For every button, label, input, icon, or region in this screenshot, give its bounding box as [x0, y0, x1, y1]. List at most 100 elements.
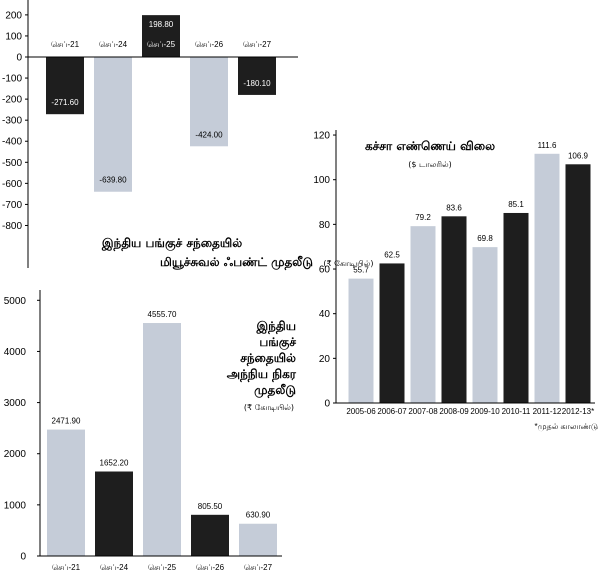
- oil-category-label: 2007-08: [408, 407, 438, 416]
- oil-category-label: 2011-12: [533, 407, 562, 416]
- fii-category-label: செப்-24: [100, 563, 129, 572]
- oil-bar: [348, 278, 374, 403]
- fii-y-tick-label: 3000: [4, 398, 27, 409]
- oil-bar: [503, 212, 529, 403]
- oil-value-label: 83.6: [446, 203, 462, 212]
- fii-y-tick-label: 1000: [4, 500, 27, 511]
- fii-title-line-2: பங்குச்: [259, 335, 296, 350]
- fii-bar: [191, 514, 229, 556]
- oil-bar: [472, 247, 498, 403]
- fii-category-labels: செப்-21 செப்-24 செப்-25 செப்-26 செப்-27: [52, 563, 273, 572]
- mf-title-line-2-text: மியூச்சுவல் ஃபண்ட் முதலீடு: [160, 255, 313, 270]
- mf-y-tick-label: -700: [2, 200, 22, 211]
- fii-value-label: 630.90: [246, 511, 271, 520]
- mf-bar: [46, 57, 84, 115]
- mf-title-line-2: மியூச்சுவல் ஃபண்ட் முதலீடு (₹ கோடியில்): [160, 253, 374, 270]
- mf-category-label: செப்-26: [195, 40, 224, 49]
- fii-y-ticks: 0 1000 2000 3000 4000 5000: [4, 296, 40, 563]
- oil-value-label: 111.6: [538, 141, 557, 150]
- mf-category-labels: செப்-21 செப்-24 செப்-25 செப்-26 செப்-27: [51, 40, 272, 49]
- oil-title: கச்சா எண்ணெய் விலை: [365, 139, 495, 153]
- mf-y-tick-label: -400: [2, 137, 22, 148]
- oil-category-label: 2009-10: [470, 407, 500, 416]
- mf-bar: [142, 15, 180, 57]
- fii-category-label: செப்-21: [52, 563, 81, 572]
- fii-unit: (₹ கோடியில்): [244, 403, 294, 412]
- mf-value-label: -271.60: [51, 98, 79, 107]
- oil-value-label: 85.1: [508, 200, 524, 209]
- oil-category-label: 2012-13*: [562, 407, 594, 416]
- fii-title-line-5: முதலீடு: [254, 383, 296, 398]
- mf-y-tick-label: -100: [2, 74, 22, 85]
- mf-category-label: செப்-24: [99, 40, 128, 49]
- fii-category-label: செப்-25: [148, 563, 177, 572]
- fii-value-labels: 2471.90 1652.20 4555.70 805.50 630.90: [52, 310, 271, 520]
- oil-value-label: 62.5: [384, 250, 400, 259]
- mf-y-tick-label: 200: [5, 10, 22, 21]
- oil-category-label: 2005-06: [346, 407, 376, 416]
- mf-value-label: -180.10: [243, 79, 271, 88]
- oil-bar: [379, 263, 405, 403]
- oil-category-label: 2006-07: [377, 407, 407, 416]
- mf-bars: [46, 15, 276, 192]
- mf-bar: [238, 57, 276, 95]
- fii-title: இந்திய பங்குச் சந்தையில் அந்நிய நிகர முத…: [227, 319, 297, 412]
- oil-bar: [410, 226, 436, 403]
- mf-y-tick-label: 0: [16, 53, 22, 64]
- fii-title-line-4: அந்நிய நிகர: [227, 367, 297, 382]
- oil-y-tick-label: 120: [313, 131, 330, 142]
- oil-bar: [534, 153, 560, 403]
- oil-category-label: 2008-09: [439, 407, 469, 416]
- mf-category-label: செப்-25: [147, 40, 176, 49]
- oil-category-labels: 2005-06 2006-07 2007-08 2008-09 2009-10 2010-…: [346, 407, 594, 416]
- oil-unit: ($ டாலரில்): [408, 160, 451, 169]
- oil-y-tick-label: 40: [319, 309, 331, 320]
- mf-bar: [94, 57, 132, 192]
- mf-y-tick-label: -300: [2, 116, 22, 127]
- mf-category-label: செப்-21: [51, 40, 80, 49]
- fii-title-line-1: இந்திய: [256, 319, 297, 334]
- fii-y-tick-label: 2000: [4, 449, 27, 460]
- mf-y-tick-label: 100: [5, 31, 22, 42]
- mutual-fund-chart: 2001000-100-200-300-400-500-600-700-800 …: [2, 0, 374, 270]
- oil-value-label: 106.9: [568, 151, 589, 160]
- mf-y-tick-label: -600: [2, 179, 22, 190]
- oil-y-ticks: 0 20 40 60 80 100 120: [313, 131, 336, 410]
- mf-value-label: -639.80: [99, 176, 127, 185]
- fii-y-tick-label: 5000: [4, 296, 27, 307]
- oil-value-labels: 55.7 62.5 79.2 83.6 69.8 85.1 111.6 106.9: [353, 141, 588, 275]
- fii-bars: [47, 323, 277, 556]
- fii-bar: [239, 523, 277, 556]
- fii-category-label: செப்-26: [196, 563, 225, 572]
- oil-bar: [565, 164, 591, 403]
- mf-y-tick-label: -800: [2, 221, 22, 232]
- oil-category-label: 2010-11: [502, 407, 531, 416]
- fii-bar: [47, 429, 85, 556]
- mf-category-label: செப்-27: [243, 40, 272, 49]
- oil-value-label: 55.7: [353, 266, 369, 275]
- oil-value-label: 79.2: [415, 213, 431, 222]
- oil-value-label: 69.8: [477, 234, 493, 243]
- mf-value-label: 198.80: [149, 20, 174, 29]
- mf-bar: [190, 57, 228, 147]
- fii-bar: [143, 323, 181, 556]
- fii-category-label: செப்-27: [244, 563, 273, 572]
- oil-y-tick-label: 20: [319, 354, 331, 365]
- fii-y-tick-label: 0: [20, 552, 26, 563]
- fii-value-label: 805.50: [198, 502, 223, 511]
- oil-bar: [441, 216, 467, 403]
- oil-bars: [348, 153, 591, 403]
- oil-y-tick-label: 0: [324, 399, 330, 410]
- fii-value-label: 2471.90: [52, 417, 81, 426]
- fii-value-label: 1652.20: [100, 459, 129, 468]
- fii-bar: [95, 471, 133, 556]
- mf-y-tick-label: -200: [2, 95, 22, 106]
- fii-y-tick-label: 4000: [4, 347, 27, 358]
- fii-title-line-3: சந்தையில்: [240, 351, 296, 366]
- mf-title-line-1: இந்திய பங்குச் சந்தையில்: [101, 236, 242, 251]
- mf-unit: (₹ கோடியில்): [323, 259, 373, 268]
- oil-y-tick-label: 60: [319, 265, 331, 276]
